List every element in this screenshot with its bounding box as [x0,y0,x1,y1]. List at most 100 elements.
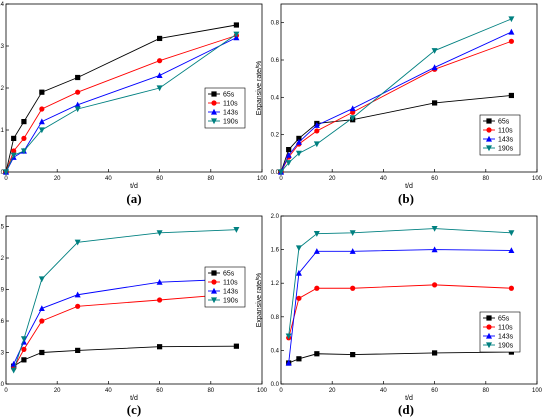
legend-label-190s: 190s [223,119,239,126]
x-axis-title: t/d [130,395,138,402]
data-point-143s [38,118,45,125]
x-tick-label: 100 [257,176,268,182]
y-tick-label: 1.2 [271,281,280,287]
data-point-190s [295,245,302,252]
data-point-65s [432,350,438,356]
data-point-110s [350,285,356,291]
x-tick-label: 100 [257,388,268,394]
legend: 65s 110s 143s 190s [479,311,521,353]
legend-marker-65s [486,118,492,124]
legend-label-143s: 143s [223,110,239,117]
y-tick-label: 0.0 [271,170,280,176]
data-point-190s [313,141,320,148]
x-tick-label: 60 [431,176,438,182]
y-tick-label: 0.4 [271,348,280,354]
y-tick-label: 0.0 [271,382,280,388]
chart-panel-b: 0 20 40 60 80 1000.00.20.40.60.8t/dExpansive … [256,3,543,190]
series-line-190s [288,228,512,337]
x-tick-label: 60 [431,388,438,394]
y-tick-label: 0.6 [0,319,5,325]
x-tick-label: 20 [329,388,336,394]
legend-marker-110s [486,324,492,330]
series-line-143s [280,31,512,173]
data-point-110s [508,285,514,291]
data-point-143s [295,269,302,276]
data-point-65s [432,100,438,106]
legend-marker-190s [486,342,492,349]
series-line-65s [13,345,237,367]
legend: 65s 110s 143s 190s [204,266,246,308]
data-point-143s [285,359,292,366]
legend-label-143s: 143s [223,289,239,296]
y-tick-label: 1.5 [0,225,5,231]
legend-marker-110s [486,127,492,133]
x-tick-label: 20 [54,176,61,182]
data-point-110s [21,346,27,352]
data-point-190s [508,16,515,23]
y-tick-label: 0.2 [271,133,280,139]
data-point-143s [349,105,356,112]
y-axis-title: Expansive rate/% [256,273,263,327]
plot-frame [5,215,263,385]
data-point-65s [508,92,514,99]
legend-label-110s: 110s [223,101,238,108]
data-point-110s [39,106,45,112]
data-point-110s [75,303,81,309]
data-point-65s [233,343,239,349]
legend-label-110s: 110s [498,325,513,332]
data-point-190s [508,230,515,236]
data-point-190s [295,150,302,157]
data-point-190s [313,231,320,237]
data-point-143s [156,72,163,78]
data-point-65s [39,349,45,356]
series-line-110s [13,293,237,369]
data-point-65s [11,135,17,141]
legend-marker-65s [486,315,492,321]
plot-frame [280,215,538,385]
x-tick-label: 80 [482,388,489,394]
data-point-190s [431,48,438,54]
y-tick-label: 0.8 [271,315,280,321]
data-point-190s [38,276,45,283]
data-point-190s [156,85,163,92]
series-line-190s [280,18,512,173]
data-point-143s [38,305,45,311]
x-tick-label: 80 [207,388,214,394]
y-tick-label: 0.8 [271,21,280,27]
data-point-143s [313,248,320,254]
panel-caption-a: (a) [126,191,142,206]
panel-caption-d: (d) [398,402,414,417]
legend-marker-65s [211,91,217,97]
data-point-190s [285,333,292,340]
y-tick-label: 0.6 [271,58,280,64]
legend-marker-190s [486,145,492,152]
x-axis-title: t/d [405,395,413,402]
data-point-143s [431,246,438,253]
y-tick-label: 1.2 [0,256,5,262]
data-point-190s [285,160,292,166]
legend-label-110s: 110s [223,280,238,287]
legend-marker-110s [211,279,217,285]
x-tick-label: 40 [105,388,112,394]
x-tick-label: 60 [156,388,163,394]
legend-label-65s: 65s [223,271,235,278]
data-point-110s [11,148,17,154]
legend-label-65s: 65s [498,316,510,323]
data-point-65s [157,344,163,350]
x-axis-title: t/d [405,183,413,190]
y-tick-label: 0.3 [0,351,5,357]
legend-label-65s: 65s [498,119,510,126]
data-point-143s [313,122,320,128]
data-point-65s [39,89,45,95]
data-point-143s [431,64,438,71]
data-point-190s [431,226,438,232]
y-tick-label: 0.4 [271,95,280,101]
x-tick-label: 100 [532,388,543,394]
data-point-110s [314,128,320,134]
data-point-190s [20,336,27,343]
legend-label-143s: 143s [498,137,514,144]
series-line-110s [5,35,237,173]
series-line-110s [280,40,512,173]
x-tick-label: 20 [54,388,61,394]
data-point-65s [296,135,302,141]
